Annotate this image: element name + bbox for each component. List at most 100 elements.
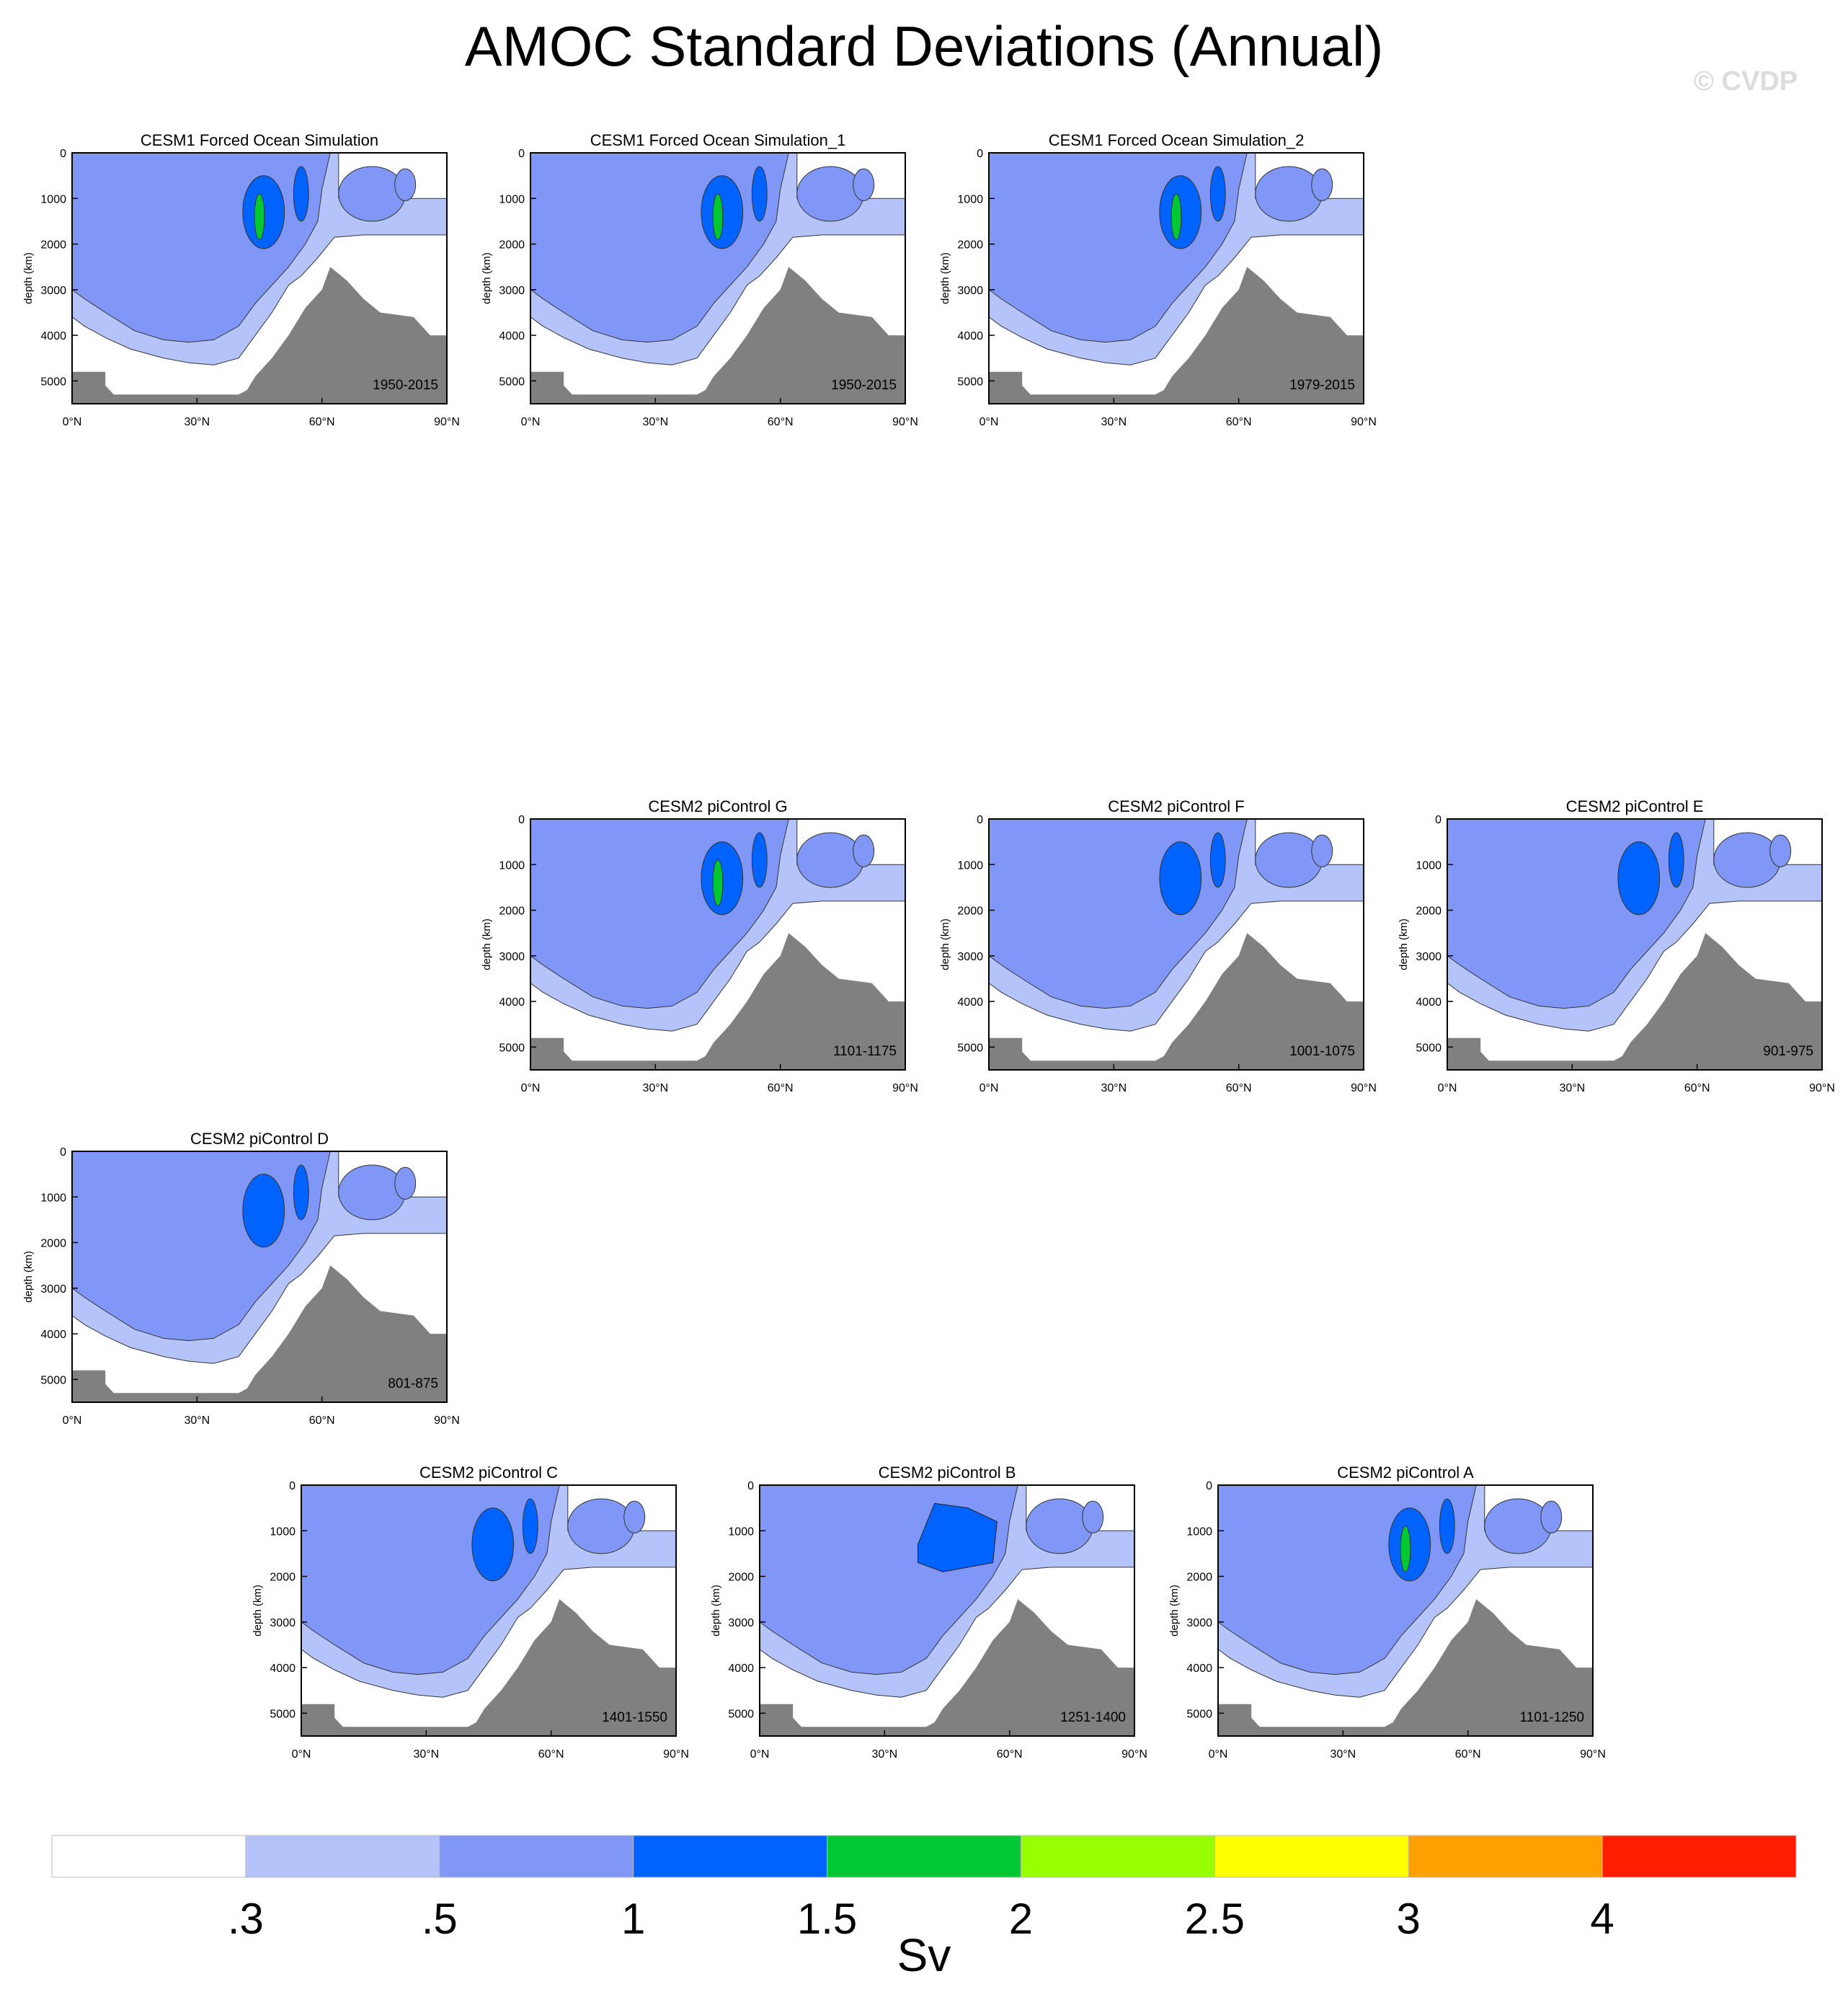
contour-fills [72,1151,447,1402]
period-label: 1101-1250 [1520,1710,1584,1725]
panel-title: CESM2 piControl D [190,1130,329,1148]
bathymetry-land [530,267,905,404]
contour-subpolar-0.5 [623,1500,646,1533]
x-tick-label: 90°N [1351,1082,1377,1094]
y-tick-label: 5000 [40,1374,66,1386]
x-tick-label: 0°N [292,1748,311,1761]
x-tick-label: 0°N [1438,1082,1457,1094]
contour-subpolar-0.5 [338,1164,406,1221]
contour-subpolar-0.5 [1713,832,1781,888]
y-tick-label: 3000 [270,1617,296,1629]
x-tick-label: 30°N [1559,1082,1585,1094]
colorbar-swatch [1214,1835,1409,1878]
figure-title: AMOC Standard Deviations (Annual) [464,14,1384,78]
cvdp-watermark: © CVDP [1694,66,1798,97]
plot-frame [71,152,448,404]
contour-level-1 [293,1164,309,1221]
x-tick-label: 0°N [521,416,541,428]
period-label: 1950-2015 [831,378,897,393]
panel-title: CESM2 piControl F [1108,797,1245,815]
y-tick-label: 0 [60,148,66,160]
contour-fills [760,1485,1134,1736]
x-tick-label: 30°N [1330,1748,1356,1761]
contour-level-1.5 [712,193,724,240]
colorbar-swatch [439,1835,634,1878]
y-tick-label: 4000 [957,330,983,342]
y-axis-label: depth (km) [939,918,951,970]
period-label: 1950-2015 [373,378,438,393]
period-label: 1401-1550 [602,1710,667,1725]
contour-subpolar-0.5 [1540,1500,1563,1533]
y-tick-label: 5000 [270,1708,296,1720]
contour-level-1 [1668,832,1684,888]
colorbar-label: 2 [1009,1895,1033,1942]
panel-title: CESM1 Forced Ocean Simulation_2 [1049,131,1305,149]
plot-frame [988,152,1364,404]
y-tick-label: 2000 [957,239,983,252]
y-tick-label: 3000 [499,285,525,297]
contour-plot: CESM2 piControl D 0 1000 2000 3000 4000 5000 0°… [22,1130,460,1427]
x-tick-label: 60°N [997,1748,1023,1761]
colorbar-label: 3 [1397,1895,1421,1942]
y-tick-label: 3000 [1186,1617,1212,1629]
period-label: 901-975 [1763,1044,1813,1059]
panel-title: CESM1 Forced Ocean Simulation [141,131,378,149]
contour-plot: CESM2 piControl A 0 1000 2000 3000 4000 5000 0°… [1168,1464,1606,1761]
contour-subpolar-0.5 [796,166,864,222]
colorbar-swatch [1020,1835,1215,1878]
colorbar-swatch [1408,1835,1603,1878]
x-tick-label: 90°N [892,1082,918,1094]
contour-plot: CESM1 Forced Ocean Simulation_1 0 1000 2000… [481,131,918,428]
y-tick-label: 3000 [40,1283,66,1296]
bathymetry-land [301,1599,676,1736]
plot-frame [530,818,906,1071]
bathymetry-land [530,933,905,1070]
colorbar-graphic: .3 .5 1 1.5 2 2.5 3 4 [51,1835,1797,1943]
bathymetry-land [72,1265,447,1402]
contour-fills [989,819,1364,1070]
x-tick-label: 0°N [63,416,82,428]
contour-subpolar-0.5 [394,1166,417,1200]
y-axis-label: depth (km) [481,252,493,304]
y-tick-label: 1000 [957,859,983,872]
y-tick-label: 0 [1206,1480,1212,1492]
contour-fills [301,1485,676,1736]
panel-cesm2-picontrol-f: CESM2 piControl F 0 1000 2000 3000 4000 5000 0°… [931,794,1401,1104]
contour-subpolar-0.5 [1026,1498,1093,1554]
x-tick-label: 30°N [184,1414,210,1427]
y-tick-label: 0 [518,148,525,160]
contour-fills [1218,1485,1593,1736]
y-tick-label: 5000 [1416,1042,1441,1054]
y-tick-label: 1000 [1186,1526,1212,1538]
x-tick-label: 0°N [979,1082,999,1094]
y-tick-label: 5000 [957,1042,983,1054]
y-tick-label: 5000 [957,376,983,388]
colorbar-swatch [633,1835,828,1878]
y-tick-label: 4000 [957,996,983,1009]
panel-cesm2-picontrol-g: CESM2 piControl G 0 1000 2000 3000 4000 5000 0°… [473,794,943,1104]
colorbar-swatch [51,1835,246,1878]
x-tick-label: 30°N [1101,1082,1127,1094]
plot-frame [530,152,906,404]
y-tick-label: 4000 [499,330,525,342]
contour-subpolar-0.5 [853,834,875,867]
contour-plot: CESM2 piControl E 0 1000 2000 3000 4000 5000 0°… [1398,797,1835,1094]
y-tick-label: 2000 [499,239,525,252]
y-tick-label: 3000 [728,1617,754,1629]
contour-plot: CESM1 Forced Ocean Simulation_2 0 1000 2000… [939,131,1377,428]
x-tick-label: 90°N [1580,1748,1606,1761]
panel-cesm2-picontrol-c: CESM2 piControl C 0 1000 2000 3000 4000 5000 0°… [244,1461,714,1771]
colorbar-label: 1 [621,1895,645,1942]
panel-title: CESM2 piControl B [879,1464,1016,1482]
colorbar-swatch [827,1835,1021,1878]
y-tick-label: 5000 [1186,1708,1212,1720]
y-tick-label: 4000 [270,1662,296,1675]
contour-level-1 [1439,1498,1455,1554]
contour-fills [530,153,905,404]
bathymetry-land [989,267,1364,404]
y-tick-label: 2000 [499,905,525,918]
period-label: 1251-1400 [1060,1710,1126,1725]
x-tick-label: 60°N [768,416,794,428]
x-tick-label: 0°N [750,1748,770,1761]
x-tick-label: 90°N [1351,416,1377,428]
